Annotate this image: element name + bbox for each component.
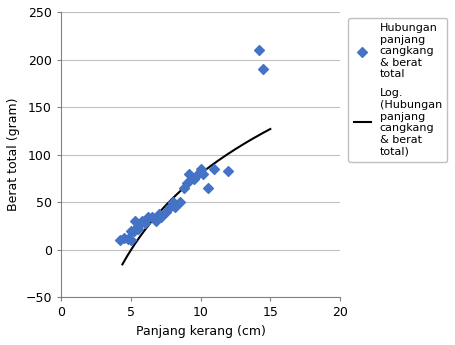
Hubungan
panjang
cangkang
& berat
total — [197, 166, 204, 172]
Log.
(Hubungan
panjang
cangkang
& berat
total) — [191, 177, 196, 181]
Hubungan
panjang
cangkang
& berat
total — [116, 238, 123, 243]
X-axis label: Panjang kerang (cm): Panjang kerang (cm) — [136, 325, 265, 338]
Hubungan
panjang
cangkang
& berat
total — [190, 176, 197, 181]
Log.
(Hubungan
panjang
cangkang
& berat
total) — [120, 262, 125, 266]
Hubungan
panjang
cangkang
& berat
total — [169, 199, 176, 205]
Hubungan
panjang
cangkang
& berat
total — [148, 214, 155, 219]
Hubungan
panjang
cangkang
& berat
total — [225, 168, 232, 174]
Hubungan
panjang
cangkang
& berat
total — [158, 214, 165, 219]
Hubungan
panjang
cangkang
& berat
total — [127, 238, 134, 243]
Hubungan
panjang
cangkang
& berat
total — [152, 219, 160, 224]
Hubungan
panjang
cangkang
& berat
total — [186, 171, 193, 177]
Hubungan
panjang
cangkang
& berat
total — [166, 204, 173, 210]
Log.
(Hubungan
panjang
cangkang
& berat
total) — [241, 142, 246, 146]
Hubungan
panjang
cangkang
& berat
total — [194, 171, 202, 177]
Hubungan
panjang
cangkang
& berat
total — [144, 214, 151, 219]
Log.
(Hubungan
panjang
cangkang
& berat
total) — [264, 129, 269, 133]
Hubungan
panjang
cangkang
& berat
total — [120, 236, 127, 241]
Log.
(Hubungan
panjang
cangkang
& berat
total) — [268, 127, 273, 131]
Log.
(Hubungan
panjang
cangkang
& berat
total) — [200, 170, 205, 174]
Hubungan
panjang
cangkang
& berat
total — [256, 47, 263, 53]
Hubungan
panjang
cangkang
& berat
total — [134, 223, 142, 229]
Hubungan
panjang
cangkang
& berat
total — [141, 220, 148, 226]
Hubungan
panjang
cangkang
& berat
total — [260, 66, 267, 72]
Log.
(Hubungan
panjang
cangkang
& berat
total) — [207, 164, 213, 168]
Legend: Hubungan
panjang
cangkang
& berat
total, Log.
(Hubungan
panjang
cangkang
& berat: Hubungan panjang cangkang & berat total,… — [349, 18, 447, 162]
Hubungan
panjang
cangkang
& berat
total — [124, 237, 131, 242]
Hubungan
panjang
cangkang
& berat
total — [176, 199, 183, 205]
Hubungan
panjang
cangkang
& berat
total — [172, 204, 179, 210]
Hubungan
panjang
cangkang
& berat
total — [155, 211, 162, 216]
Hubungan
panjang
cangkang
& berat
total — [162, 209, 169, 215]
Hubungan
panjang
cangkang
& berat
total — [200, 171, 207, 177]
Hubungan
panjang
cangkang
& berat
total — [204, 185, 211, 191]
Hubungan
panjang
cangkang
& berat
total — [180, 185, 187, 191]
Hubungan
panjang
cangkang
& berat
total — [131, 219, 139, 224]
Hubungan
panjang
cangkang
& berat
total — [211, 166, 218, 172]
Hubungan
panjang
cangkang
& berat
total — [130, 228, 137, 234]
Hubungan
panjang
cangkang
& berat
total — [138, 219, 146, 224]
Line: Log.
(Hubungan
panjang
cangkang
& berat
total): Log. (Hubungan panjang cangkang & berat … — [122, 129, 270, 264]
Log.
(Hubungan
panjang
cangkang
& berat
total) — [190, 178, 195, 182]
Hubungan
panjang
cangkang
& berat
total — [127, 228, 134, 234]
Hubungan
panjang
cangkang
& berat
total — [183, 180, 190, 186]
Y-axis label: Berat total (gram): Berat total (gram) — [7, 98, 20, 211]
Hubungan
panjang
cangkang
& berat
total — [134, 226, 142, 232]
